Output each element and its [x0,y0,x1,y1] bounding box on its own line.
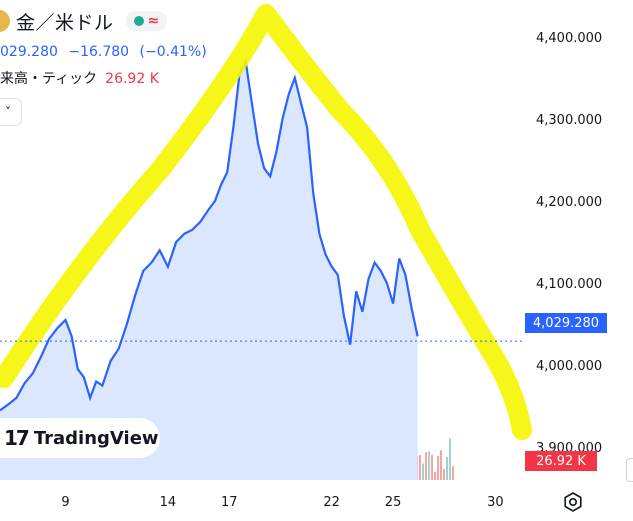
x-tick-label: 22 [323,495,340,510]
volume-bar [449,438,451,480]
price-line [0,57,419,412]
y-tick-label: 4,400.000 [536,31,602,46]
volume-bar [431,454,433,480]
price-change-pct: (−0.41%) [139,44,207,60]
status-badges[interactable]: ≈ [125,11,168,31]
collapse-legend-button[interactable]: ˅ [0,98,22,126]
volume-bar [437,455,439,480]
volume-bar [428,451,430,480]
logo-mark: 17 [4,426,30,450]
volume-bar [434,471,436,480]
volume-bar [425,452,427,480]
y-axis: 4,400.000 4,300.000 4,200.000 4,100.000 4,00… [536,31,602,456]
highlight-annotation [0,4,532,440]
last-price: 029.280 [0,44,58,60]
settings-gear-icon[interactable] [563,492,583,512]
x-axis: 9 14 17 22 25 30 [61,495,503,510]
green-dot-icon [133,16,144,26]
chevron-down-icon: ˅ [5,105,11,119]
tradingview-logo[interactable]: 17 TradingView [0,418,160,458]
symbol-title[interactable]: 金／米ドル [16,11,114,34]
x-tick-label: 14 [160,495,177,510]
y-tick-label: 4,000.000 [536,359,602,374]
x-tick-label: 9 [61,495,69,510]
price-change: −16.780 [68,44,130,60]
volume-bar [446,456,448,480]
y-tick-label: 4,200.000 [536,195,602,210]
volume-bar [422,463,424,480]
y-tick-label: 4,100.000 [536,277,602,292]
y-tick-label: 4,300.000 [536,113,602,128]
x-tick-label: 30 [487,495,504,510]
volume-bar [419,455,421,480]
price-summary: 029.280 −16.780 (−0.41%) [0,44,213,60]
volume-bar [440,450,442,480]
volume-bar [452,466,454,480]
volume-summary: 来高・ティック 26.92 K [0,68,159,88]
x-tick-label: 25 [385,495,402,510]
approx-icon: ≈ [147,13,160,29]
price-area-fill [0,61,418,480]
volume-bar [443,468,445,480]
volume-tag: 26.92 K [525,451,597,471]
scroll-handle[interactable] [626,458,633,482]
gold-coin-icon [0,10,10,32]
last-price-tag: 4,029.280 [525,313,607,333]
symbol-header[interactable]: 金／米ドル ≈ [0,8,168,34]
volume-label: 来高・ティック [0,71,98,87]
logo-text: TradingView [33,427,159,449]
x-tick-label: 17 [221,495,238,510]
volume-value: 26.92 K [105,71,159,87]
